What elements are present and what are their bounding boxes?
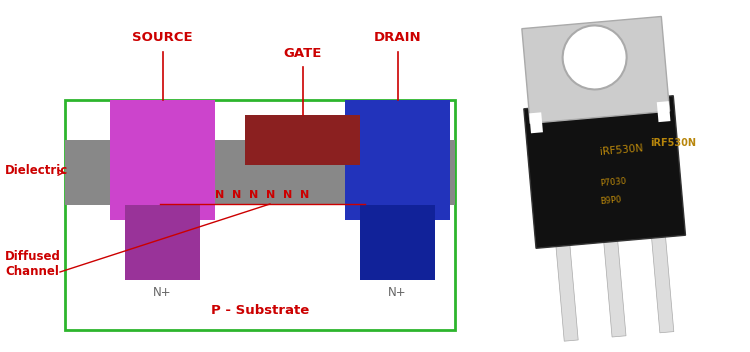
Text: SOURCE: SOURCE <box>132 31 193 44</box>
Text: Diffused
Channel: Diffused Channel <box>5 250 61 278</box>
Text: P - Substrate: P - Substrate <box>211 303 309 316</box>
Text: P7030: P7030 <box>599 177 627 188</box>
Bar <box>522 17 670 123</box>
Bar <box>599 191 626 337</box>
Bar <box>110 100 215 220</box>
Bar <box>125 205 200 280</box>
Text: iRF530N: iRF530N <box>650 138 697 148</box>
Bar <box>245 115 360 165</box>
Bar <box>530 112 543 133</box>
Bar <box>65 140 455 205</box>
Circle shape <box>562 25 627 89</box>
Text: Dielectric: Dielectric <box>5 164 68 177</box>
Text: iRF530N: iRF530N <box>599 143 644 157</box>
Text: DRAIN: DRAIN <box>374 31 422 44</box>
Bar <box>647 187 674 333</box>
Bar <box>360 205 435 280</box>
Bar <box>345 100 450 220</box>
Text: N+: N+ <box>388 286 406 299</box>
Bar <box>65 100 455 330</box>
Bar <box>551 195 578 341</box>
Text: N+: N+ <box>153 286 172 299</box>
Text: B9P0: B9P0 <box>599 196 622 207</box>
Bar <box>657 101 670 122</box>
Text: GATE: GATE <box>284 47 322 60</box>
Bar <box>524 96 686 248</box>
Text: N  N  N  N  N  N: N N N N N N <box>215 190 310 200</box>
